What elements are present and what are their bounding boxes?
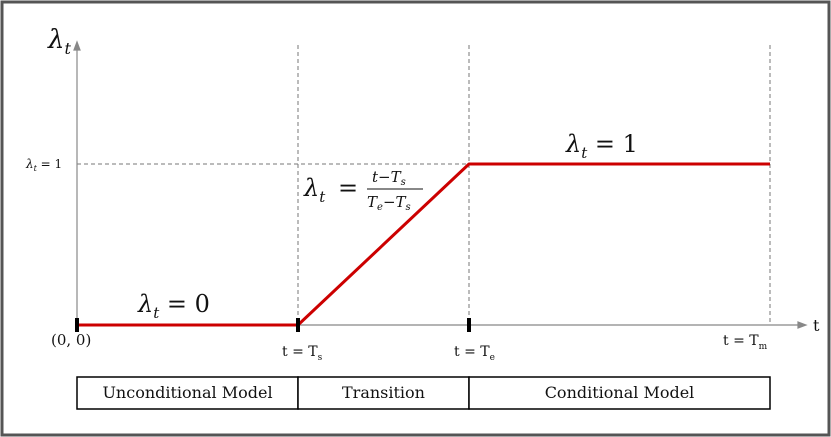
phase-label-unconditional: Unconditional Model xyxy=(102,383,272,402)
x-axis-arrow-icon xyxy=(797,321,808,329)
annotation-ramp-formula: λt = t−Ts Te−Ts xyxy=(303,168,423,213)
phase-box-unconditional xyxy=(76,376,299,410)
x-axis-label: t xyxy=(813,316,820,335)
phase-box-conditional xyxy=(468,376,771,410)
y-tick-lambda-one: λt = 1 xyxy=(25,157,62,173)
tick-label-ts: t = Ts xyxy=(282,344,323,363)
y-axis-arrow-icon xyxy=(73,40,81,51)
annotation-lambda-one: λt = 1 xyxy=(565,130,638,162)
ramp-equals: = xyxy=(338,174,358,202)
ramp-numerator: t−Ts xyxy=(372,168,406,188)
tick-label-te: t = Te xyxy=(454,344,495,363)
guide-lines xyxy=(77,45,771,325)
tick-markers xyxy=(75,318,471,332)
axes xyxy=(73,40,808,329)
tick-label-origin: (0, 0) xyxy=(51,331,91,349)
phase-label-transition: Transition xyxy=(342,383,425,402)
ramp-lhs: λt xyxy=(303,174,326,206)
tick-label-tm: t = Tm xyxy=(723,333,768,352)
annotation-lambda-zero: λt = 0 xyxy=(137,290,210,322)
phase-bar: Unconditional Model Transition Condition… xyxy=(76,376,771,410)
y-axis-label: λt xyxy=(47,25,71,58)
lambda-curve xyxy=(77,162,770,327)
ramp-denominator: Te−Ts xyxy=(367,193,411,213)
phase-label-conditional: Conditional Model xyxy=(545,383,695,402)
